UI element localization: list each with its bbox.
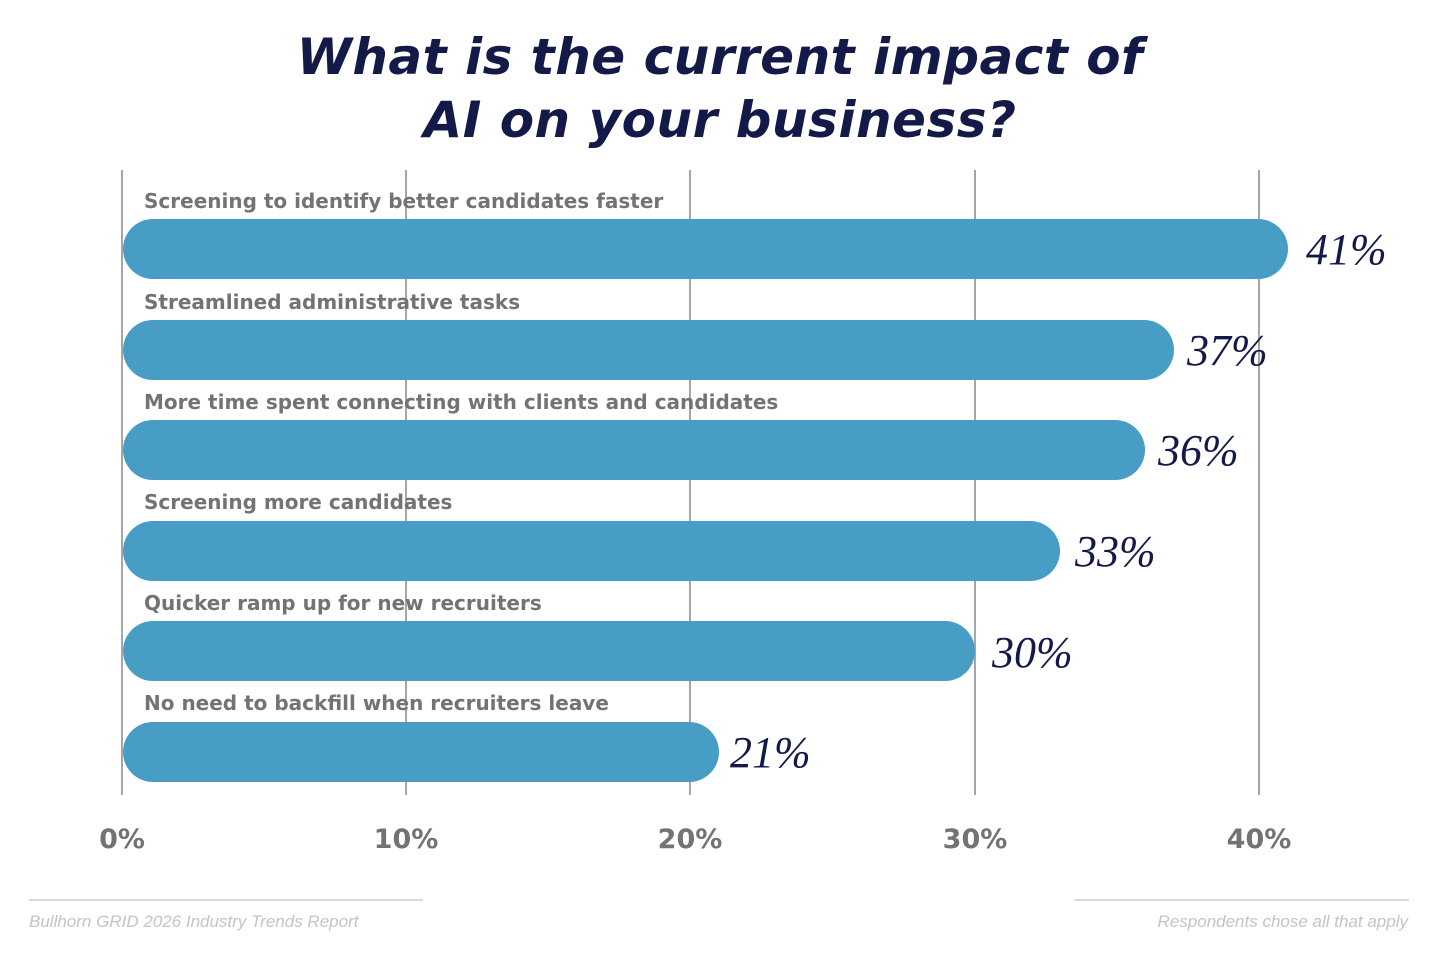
bar	[123, 722, 719, 782]
bar	[123, 320, 1174, 380]
x-axis-tick: 40%	[1226, 824, 1292, 855]
category-label: Streamlined administrative tasks	[144, 290, 521, 314]
footer-note: Respondents chose all that apply	[1157, 912, 1408, 931]
gridline-20	[689, 170, 691, 795]
category-label: Screening to identify better candidates …	[144, 189, 664, 213]
value-label: 41%	[1306, 225, 1387, 274]
gridline-10	[405, 170, 407, 795]
x-axis-tick: 20%	[657, 824, 723, 855]
bar	[123, 219, 1288, 279]
gridline-0	[121, 170, 123, 795]
x-axis-tick: 10%	[373, 824, 439, 855]
category-label: Quicker ramp up for new recruiters	[144, 591, 542, 615]
footer-divider-left	[29, 899, 423, 901]
chart-title: What is the current impact of AI on your…	[0, 26, 1440, 152]
bar	[123, 521, 1060, 581]
x-axis-tick: 30%	[942, 824, 1008, 855]
value-label: 21%	[730, 728, 811, 777]
footer-source: Bullhorn GRID 2026 Industry Trends Repor…	[29, 912, 359, 931]
bar	[123, 621, 975, 681]
chart-title-line-2: AI on your business?	[423, 91, 1017, 149]
gridline-40	[1258, 170, 1260, 795]
chart-title-line-1: What is the current impact of	[296, 28, 1144, 86]
value-label: 33%	[1075, 527, 1156, 576]
footer-divider-right	[1075, 899, 1409, 901]
category-label: More time spent connecting with clients …	[144, 390, 779, 414]
value-label: 30%	[992, 628, 1073, 677]
gridline-30	[974, 170, 976, 795]
category-label: Screening more candidates	[144, 490, 453, 514]
value-label: 37%	[1187, 326, 1268, 375]
bar	[123, 420, 1145, 480]
value-label: 36%	[1158, 426, 1239, 475]
category-label: No need to backfill when recruiters leav…	[144, 691, 609, 715]
x-axis-tick: 0%	[99, 824, 145, 855]
